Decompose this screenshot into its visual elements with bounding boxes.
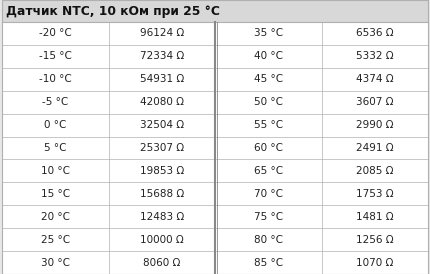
Text: 70 °C: 70 °C: [254, 189, 283, 199]
Text: 32504 Ω: 32504 Ω: [140, 120, 184, 130]
Text: 12483 Ω: 12483 Ω: [140, 212, 184, 222]
Text: -10 °C: -10 °C: [39, 74, 72, 84]
Bar: [2, 0, 428, 22]
Text: 1753 Ω: 1753 Ω: [356, 189, 393, 199]
Text: -5 °C: -5 °C: [42, 97, 68, 107]
Text: 1256 Ω: 1256 Ω: [356, 235, 393, 245]
Text: 2990 Ω: 2990 Ω: [356, 120, 393, 130]
Text: 65 °C: 65 °C: [254, 166, 283, 176]
Text: Датчик NTC, 10 кОм при 25 °C: Датчик NTC, 10 кОм при 25 °C: [6, 4, 220, 18]
Text: 2491 Ω: 2491 Ω: [356, 143, 393, 153]
Text: 10000 Ω: 10000 Ω: [140, 235, 184, 245]
Text: 25 °C: 25 °C: [41, 235, 70, 245]
Text: 5 °C: 5 °C: [44, 143, 67, 153]
Text: 20 °C: 20 °C: [41, 212, 70, 222]
Text: 30 °C: 30 °C: [41, 258, 70, 267]
Text: 25307 Ω: 25307 Ω: [140, 143, 184, 153]
Text: 3607 Ω: 3607 Ω: [356, 97, 393, 107]
Text: 4374 Ω: 4374 Ω: [356, 74, 393, 84]
Text: 2085 Ω: 2085 Ω: [356, 166, 393, 176]
Text: 19853 Ω: 19853 Ω: [140, 166, 184, 176]
Text: 55 °C: 55 °C: [254, 120, 283, 130]
Text: -15 °C: -15 °C: [39, 51, 72, 61]
Text: 60 °C: 60 °C: [254, 143, 283, 153]
Text: 8060 Ω: 8060 Ω: [143, 258, 181, 267]
Text: 0 °C: 0 °C: [44, 120, 67, 130]
Text: 50 °C: 50 °C: [254, 97, 283, 107]
Text: 10 °C: 10 °C: [41, 166, 70, 176]
Text: 42080 Ω: 42080 Ω: [140, 97, 184, 107]
Text: 72334 Ω: 72334 Ω: [140, 51, 184, 61]
Text: 35 °C: 35 °C: [254, 28, 283, 38]
Text: 15688 Ω: 15688 Ω: [140, 189, 184, 199]
Text: 6536 Ω: 6536 Ω: [356, 28, 393, 38]
Text: 85 °C: 85 °C: [254, 258, 283, 267]
Text: 45 °C: 45 °C: [254, 74, 283, 84]
Text: 1481 Ω: 1481 Ω: [356, 212, 393, 222]
Text: 15 °C: 15 °C: [41, 189, 70, 199]
Text: 54931 Ω: 54931 Ω: [140, 74, 184, 84]
Text: 40 °C: 40 °C: [254, 51, 283, 61]
Text: -20 °C: -20 °C: [39, 28, 72, 38]
Text: 75 °C: 75 °C: [254, 212, 283, 222]
Text: 80 °C: 80 °C: [254, 235, 283, 245]
Text: 96124 Ω: 96124 Ω: [140, 28, 184, 38]
Text: 1070 Ω: 1070 Ω: [356, 258, 393, 267]
Text: 5332 Ω: 5332 Ω: [356, 51, 393, 61]
